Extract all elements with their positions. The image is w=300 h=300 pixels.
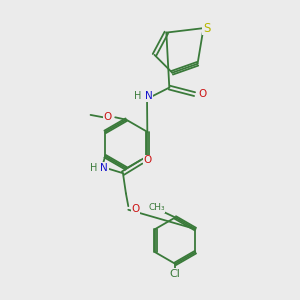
Text: N: N bbox=[145, 91, 152, 101]
Text: O: O bbox=[198, 88, 206, 98]
Text: S: S bbox=[203, 22, 210, 34]
Text: O: O bbox=[103, 112, 112, 122]
Text: O: O bbox=[144, 155, 152, 165]
Text: CH₃: CH₃ bbox=[148, 203, 165, 212]
Text: H: H bbox=[134, 91, 142, 101]
Text: Cl: Cl bbox=[170, 269, 181, 279]
Text: O: O bbox=[131, 204, 140, 214]
Text: H: H bbox=[89, 163, 97, 173]
Text: N: N bbox=[100, 163, 108, 173]
